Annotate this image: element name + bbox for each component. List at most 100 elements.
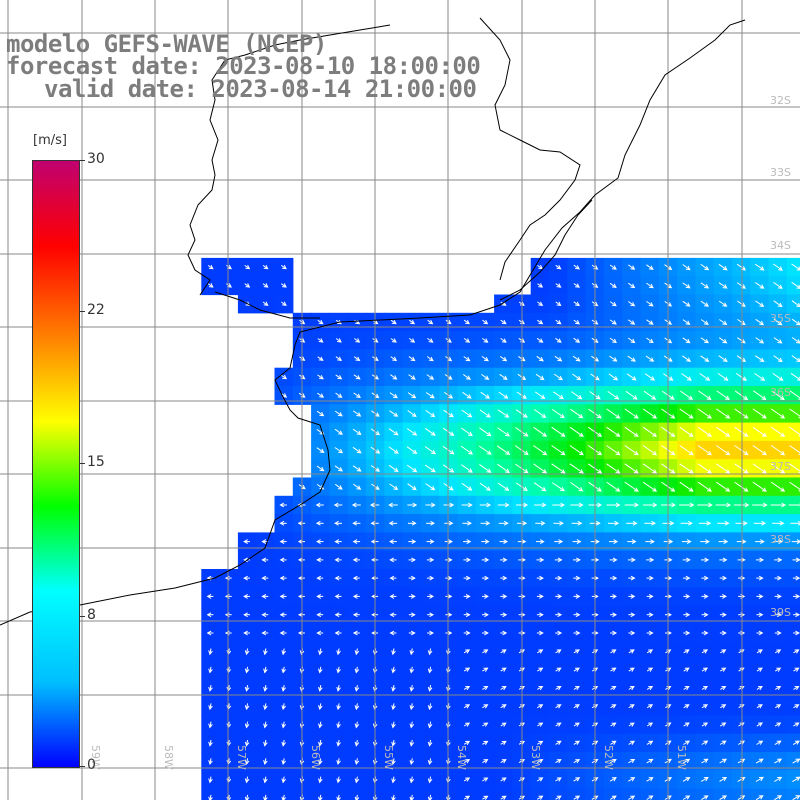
wind-cell (786, 752, 800, 771)
wind-arrow (390, 374, 397, 380)
wind-arrow (353, 374, 361, 380)
wind-arrow-head (316, 539, 321, 544)
wind-arrow (699, 373, 710, 381)
wind-arrow-head (465, 594, 471, 599)
wind-arrow-head (688, 395, 694, 400)
wind-arrow-head (279, 630, 285, 636)
wind-arrow-head (721, 630, 727, 636)
wind-arrow-head (279, 502, 285, 508)
wind-arrow-head (428, 319, 434, 325)
wind-arrow-head (467, 431, 473, 437)
wind-arrow-head (334, 539, 340, 544)
wind-arrow (498, 391, 508, 399)
wind-arrow (791, 281, 800, 289)
wind-arrow-head (391, 650, 396, 656)
wind-arrow-head (722, 594, 727, 599)
wind-arrow-head (667, 357, 673, 362)
wind-arrow-head (388, 502, 393, 508)
wind-arrow-head (758, 575, 764, 581)
wind-arrow-head (316, 557, 322, 563)
wind-arrow-head (795, 339, 800, 344)
wind-arrow-head (465, 612, 471, 618)
wind-arrow (773, 337, 782, 344)
wind-arrow-head (502, 594, 508, 599)
wind-arrow-head (538, 264, 544, 270)
wind-arrow-head (742, 376, 747, 381)
wind-arrow (736, 282, 746, 289)
wind-arrow (335, 374, 342, 380)
wind-arrow-head (243, 539, 248, 544)
wind-arrow-head (299, 650, 305, 656)
wind-arrow-head (758, 722, 764, 727)
wind-arrow-head (333, 502, 339, 508)
wind-arrow (573, 319, 580, 325)
wind-arrow-head (650, 539, 655, 544)
wind-arrow (609, 355, 617, 362)
wind-arrow-head (667, 575, 673, 581)
wind-arrow-head (427, 705, 433, 711)
wind-arrow-head (467, 468, 473, 473)
wind-arrow-head (483, 777, 489, 782)
wind-arrow (646, 758, 653, 764)
wind-arrow-head (501, 795, 507, 800)
wind-arrow-head (684, 722, 690, 727)
wind-arrow-head (725, 432, 731, 437)
wind-arrow (426, 374, 434, 380)
wind-arrow-head (556, 283, 562, 288)
wind-arrow-head (501, 740, 507, 746)
wind-arrow-head (468, 450, 474, 455)
wind-arrow-head (796, 284, 800, 289)
wind-arrow-head (722, 758, 728, 763)
wind-arrow-head (369, 502, 375, 508)
wind-arrow-head (777, 758, 783, 763)
wind-cell (713, 788, 733, 800)
wind-arrow-head (208, 796, 213, 800)
wind-arrow-head (575, 612, 581, 618)
wind-arrow (535, 373, 544, 380)
wind-arrow-head (556, 319, 562, 325)
wind-arrow-head (263, 686, 268, 692)
wind-arrow-head (352, 557, 358, 563)
wind-arrow-head (465, 649, 471, 654)
wind-arrow (554, 355, 562, 362)
wind-arrow-head (485, 520, 491, 526)
wind-arrow-head (430, 502, 436, 508)
wind-arrow-head (318, 668, 323, 674)
wind-arrow-head (721, 667, 727, 672)
wind-arrow (570, 408, 583, 419)
wind-arrow-head (393, 485, 399, 490)
wind-arrow-head (652, 502, 658, 508)
wind-arrow-head (281, 650, 286, 656)
wind-arrow-head (776, 594, 782, 599)
wind-arrow-head (667, 302, 673, 307)
wind-arrow-head (707, 487, 712, 492)
wind-arrow-head (370, 520, 376, 526)
wind-arrow-head (611, 265, 617, 270)
wind-arrow-head (409, 723, 415, 729)
wind-arrow (551, 426, 565, 437)
wind-arrow-head (652, 450, 658, 456)
wind-arrow-head (505, 432, 510, 437)
colorbar-tick-mark (79, 766, 85, 767)
wind-arrow (737, 300, 746, 307)
wind-arrow (497, 427, 510, 437)
wind-arrow-head (409, 796, 415, 800)
wind-arrow-head (779, 520, 785, 526)
wind-arrow-head (651, 520, 657, 526)
wind-arrow-head (540, 394, 546, 399)
wind-arrow (628, 282, 635, 288)
wind-arrow-head (721, 685, 727, 691)
wind-arrow-head (707, 469, 712, 474)
wind-arrow-head (725, 487, 731, 492)
wind-arrow-head (336, 686, 341, 692)
wind-arrow-head (522, 394, 527, 399)
wind-arrow-head (541, 486, 547, 492)
wind-arrow-head (208, 686, 213, 692)
wind-arrow (317, 392, 324, 398)
wind-arrow-head (412, 449, 418, 455)
wind-arrow-head (484, 630, 489, 636)
wind-arrow-head (794, 667, 800, 672)
wind-arrow-head (352, 594, 358, 599)
wind-arrow-head (244, 650, 250, 656)
wind-arrow-head (685, 265, 691, 271)
